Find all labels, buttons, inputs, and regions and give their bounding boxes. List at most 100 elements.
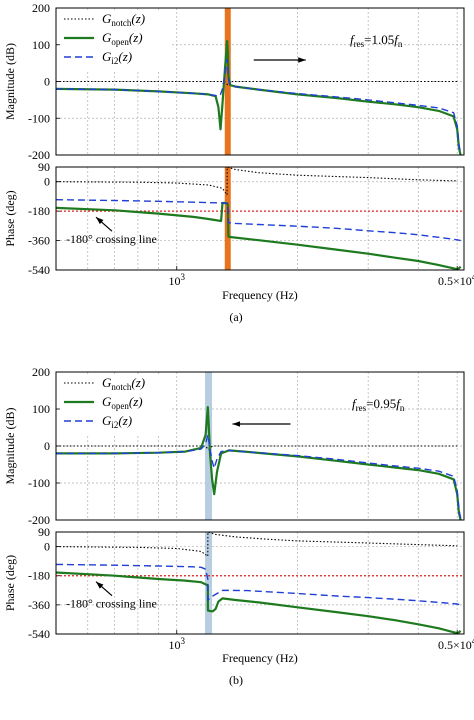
panel-b-phase-ytick-label: -180 [28,569,50,583]
panel-a-crossing-label: -180° crossing line [66,232,157,246]
panel-b-magnitude-ylabel: Magnitude (dB) [3,408,17,485]
legend-arg: (z) [131,375,145,390]
xtick-base: 10 [169,638,181,652]
panel-a-phase-ytick-label: -360 [28,234,50,248]
fres-f: f [350,32,356,47]
legend-sub: open [111,401,129,411]
xtick-exponent: 4 [472,636,474,646]
panel-b-phase-ytick-label: -360 [28,598,50,612]
panel-a-magnitude-series-i2 [55,58,462,154]
legend-sub: open [111,37,129,47]
panel-a-magnitude-ytick-label: -100 [28,111,50,125]
panel-a-phase-frame [55,166,465,271]
legend-sub: i2 [111,56,118,66]
panel-a-phase-ytick-label: -540 [28,263,50,277]
panel-b-legend-box [60,374,172,436]
panel-b-resonance-band-phase [205,532,213,634]
panel-b-phase-series-i2 [55,563,461,606]
panel-a-fres-annotation: fres=1.05fn [350,32,403,49]
panel-b-legend-label-open: Gopen(z) [102,394,143,411]
panel-b-legend-label-i2: Gi2(z) [102,413,132,430]
legend-base: G [102,49,112,64]
panel-b-phase-ytick-label: 0 [44,540,50,554]
panel-b-magnitude-ytick-label: -100 [28,476,50,490]
panel-a-phase-series-open [55,201,462,271]
panel-b-magnitude-series-i2 [56,434,462,519]
panel-a-magnitude-ytick-label: 200 [32,1,50,15]
panel-b-magnitude-ytick-label: 200 [32,365,50,379]
panel-a-phase-ytick-label: -180 [28,204,50,218]
legend-base: G [102,375,112,390]
panel-a-magnitude-frame [55,7,465,156]
legend-arg: (z) [129,394,143,409]
fres-value: =1.05 [364,32,394,47]
legend-base: G [102,30,112,45]
xtick-base: 0.5×10 [438,274,472,288]
fres-fn: f [394,32,400,47]
panel-a-phase-series-notch [55,166,458,196]
panel-b-xlabel: Frequency (Hz) [222,651,298,665]
legend-arg: (z) [118,49,132,64]
panel-a-fres-arrow-head [298,57,306,63]
legend-sub: i2 [111,420,118,430]
panel-b-crossing-arrow-head [96,581,104,589]
panel-a-magnitude-ytick-label: 100 [32,38,50,52]
legend-base: G [102,413,112,428]
xtick-exponent: 3 [181,636,186,646]
panel-b-phase-ytick-label: -540 [28,627,50,641]
xtick-base: 0.5×10 [438,638,472,652]
panel-b-xtick-label: 103 [169,636,186,652]
panel-b-label: (b) [229,673,243,687]
panel-a-legend-box [60,10,172,72]
fres-value: =0.95 [366,396,396,411]
panel-b-magnitude-ytick-label: 100 [32,402,50,416]
panel-a-xtick-label: 103 [169,272,186,288]
panel-a-legend-label-open: Gopen(z) [102,30,143,47]
panel-b-magnitude-ytick-label: 0 [44,439,50,453]
panel-a-phase-series-i2 [55,199,461,242]
panel-b-phase-ylabel: Phase (deg) [3,555,17,611]
panel-a-magnitude-ylabel: Magnitude (dB) [3,43,17,120]
panel-b-magnitude-ytick-label: -200 [28,513,50,527]
panel-a-label: (a) [229,310,242,324]
legend-sub: notch [111,382,131,392]
xtick-base: 10 [169,274,181,288]
fres-fn-sub: n [398,39,403,49]
panel-a-xlabel: Frequency (Hz) [222,288,298,302]
panel-a-legend-label-notch: Gnotch(z) [102,11,145,28]
panel-a-magnitude-ytick-label: 0 [44,75,50,89]
panel-b-resonance-band-mag [205,372,213,520]
fres-f: f [352,396,358,411]
panel-b-phase-ytick-label: 90 [38,525,50,539]
panel-b-legend-label-notch: Gnotch(z) [102,375,145,392]
xtick-exponent: 4 [472,272,474,282]
legend-sub: notch [111,18,131,28]
legend-arg: (z) [131,11,145,26]
panel-b-phase-series-notch [55,531,458,557]
legend-base: G [102,11,112,26]
legend-arg: (z) [118,413,132,428]
panel-b-phase-series-open [55,571,462,635]
panel-b-phase-frame [55,531,465,635]
panel-b-crossing-label: -180° crossing line [66,597,157,611]
panel-a-xtick-label: 0.5×104 [438,272,474,288]
fres-fn: f [396,396,402,411]
fres-sub: res [354,39,365,49]
fres-fn-sub: n [400,403,405,413]
panel-a-resonance-band-mag [224,8,231,155]
panel-b-xtick-label: 0.5×104 [438,636,474,652]
panel-a-legend-label-i2: Gi2(z) [102,49,132,66]
panel-b-magnitude-frame [55,371,465,521]
xtick-exponent: 3 [181,272,186,282]
fres-sub: res [356,403,367,413]
panel-b-fres-annotation: fres=0.95fn [352,396,405,413]
legend-base: G [102,394,112,409]
panel-b-magnitude-series-open [56,406,462,521]
panel-a-phase-ytick-label: 90 [38,160,50,174]
panel-a-magnitude-series-notch [56,80,458,86]
panel-a-phase-ylabel: Phase (deg) [3,190,17,246]
panel-b-fres-arrow-head [232,421,241,427]
panel-a-phase-ytick-label: 0 [44,175,50,189]
panel-a-crossing-arrow-head [96,217,104,225]
